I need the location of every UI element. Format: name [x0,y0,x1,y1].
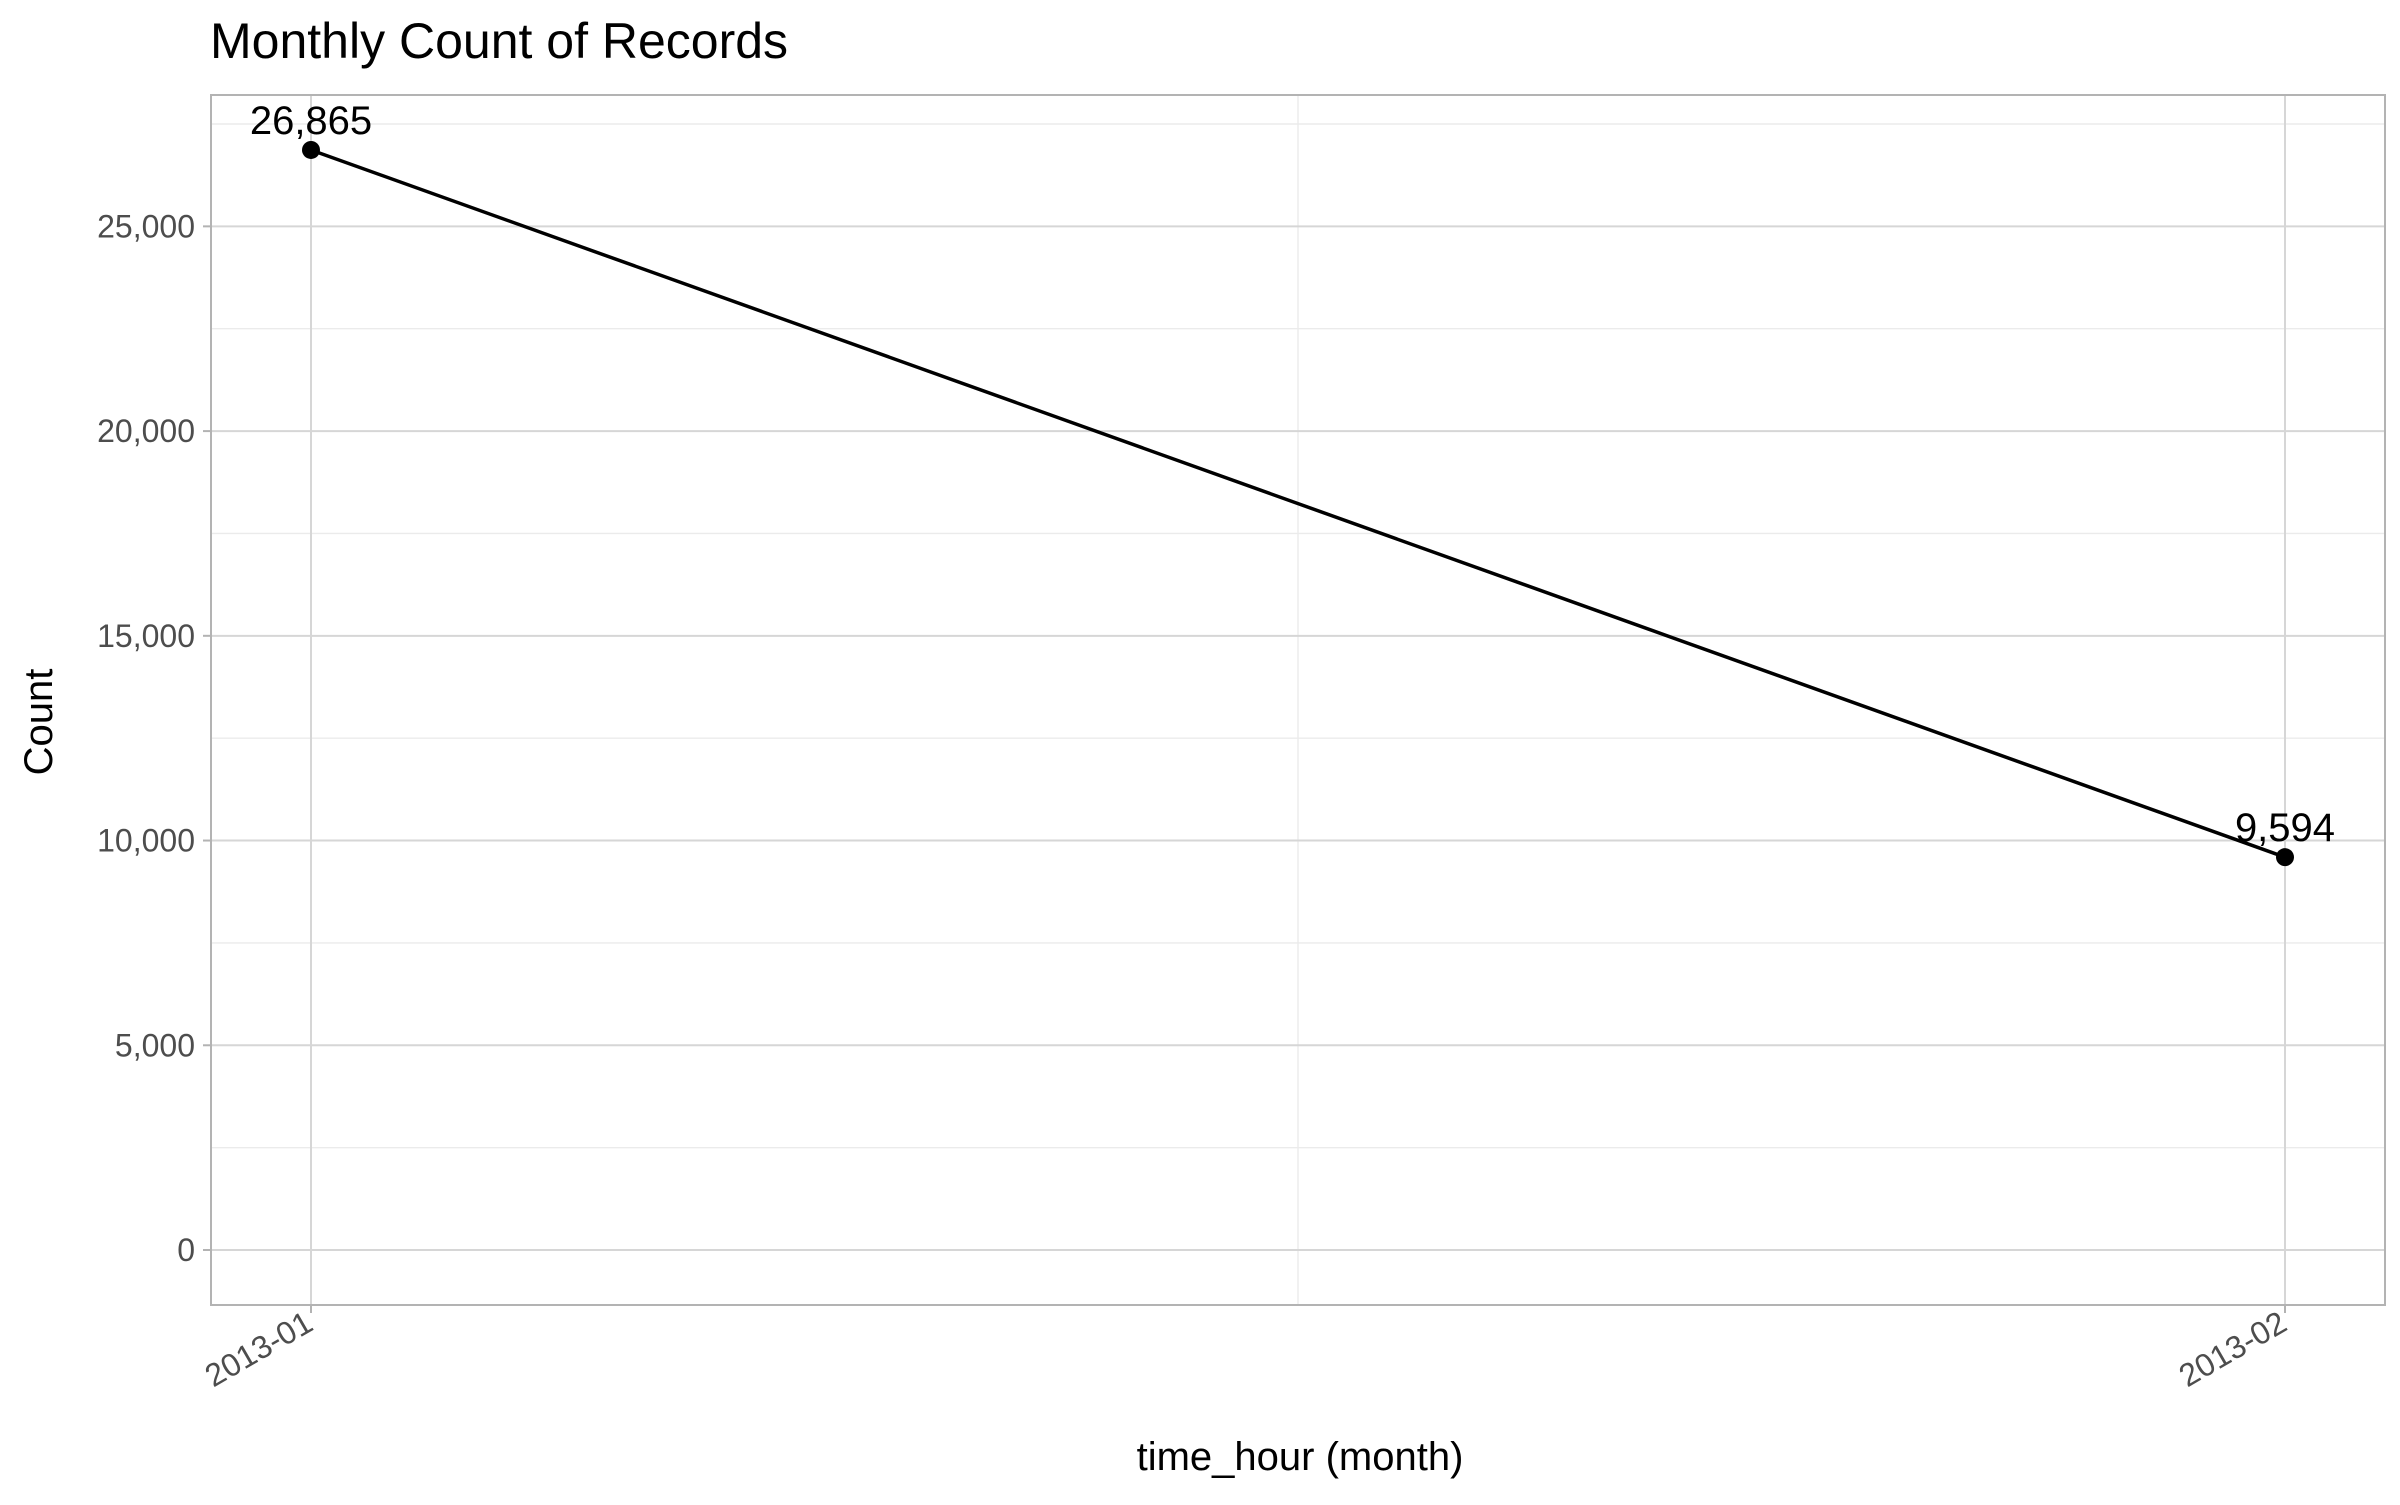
panel-border [210,94,2386,1306]
chart-title: Monthly Count of Records [210,13,788,69]
grid-layer [211,95,2385,1305]
series-layer [302,140,2294,867]
y-tick-label: 25,000 [97,208,195,244]
y-tick-label: 10,000 [97,823,195,859]
data-point [302,140,320,159]
x-tick-label: 2013-01 [199,1304,319,1394]
x-tick-label: 2013-02 [2173,1304,2293,1394]
x-axis-title: time_hour (month) [1137,1435,1464,1479]
data-label: 26,865 [250,99,372,143]
series-line [310,148,2286,859]
label-layer: 26,865 9,594 [250,99,2335,850]
data-point [2276,848,2294,867]
y-tick-label: 20,000 [97,413,195,449]
axis-layer: 0 5,000 10,000 15,000 20,000 25,000 2013-01 201… [97,94,2386,1394]
y-tick-label: 5,000 [115,1027,195,1063]
y-axis-title: Count [17,669,61,776]
data-label: 9,594 [2235,806,2335,850]
y-tick-label: 15,000 [97,618,195,654]
y-tick-label: 0 [177,1232,195,1268]
